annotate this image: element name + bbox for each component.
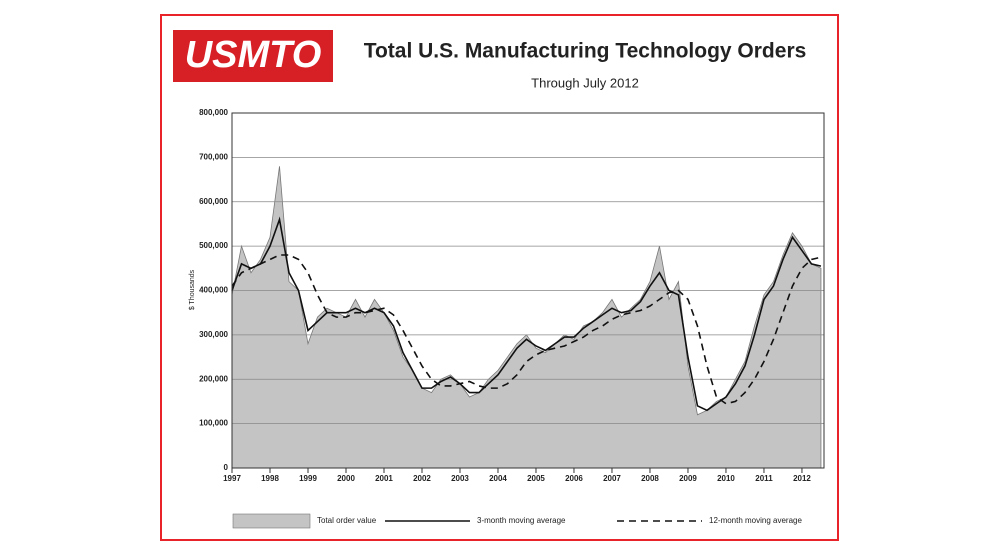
y-tick-label: 200,000 <box>199 374 228 383</box>
legend-label: 3-month moving average <box>477 516 566 525</box>
chart-title: Total U.S. Manufacturing Technology Orde… <box>364 40 807 63</box>
y-tick-label: 700,000 <box>199 152 228 161</box>
y-tick-label: 100,000 <box>199 419 228 428</box>
x-tick-label: 2007 <box>603 474 621 483</box>
x-tick-label: 1997 <box>223 474 241 483</box>
frame <box>160 14 839 541</box>
x-tick-label: 1999 <box>299 474 317 483</box>
y-axis-label: $ Thousands <box>189 269 196 310</box>
y-tick-label: 300,000 <box>199 330 228 339</box>
x-tick-label: 2001 <box>375 474 393 483</box>
legend-swatch <box>232 513 311 529</box>
y-tick-label: 400,000 <box>199 286 228 295</box>
x-tick-label: 1998 <box>261 474 279 483</box>
x-tick-label: 2003 <box>451 474 469 483</box>
x-tick-label: 2008 <box>641 474 659 483</box>
y-tick-label: 500,000 <box>199 241 228 250</box>
x-tick-label: 2009 <box>679 474 697 483</box>
line <box>231 216 822 412</box>
legend-label: 12-month moving average <box>709 516 802 525</box>
chart-subtitle: Through July 2012 <box>531 75 639 90</box>
plot-border <box>231 112 825 469</box>
y-tick-label: 0 <box>224 463 229 472</box>
x-tick-label: 2010 <box>717 474 735 483</box>
x-tick-label: 2002 <box>413 474 431 483</box>
x-tick-label: 2004 <box>489 474 507 483</box>
y-tick-label: 600,000 <box>199 197 228 206</box>
line <box>231 254 822 405</box>
x-tick-label: 2006 <box>565 474 583 483</box>
logo-box <box>173 30 333 82</box>
legend-label: Total order value <box>317 516 377 525</box>
x-tick-label: 2012 <box>793 474 811 483</box>
logo: USMTO <box>185 34 322 76</box>
x-tick-label: 2000 <box>337 474 355 483</box>
x-tick-label: 2005 <box>527 474 545 483</box>
y-tick-label: 800,000 <box>199 108 228 117</box>
x-tick-label: 2011 <box>755 474 773 483</box>
